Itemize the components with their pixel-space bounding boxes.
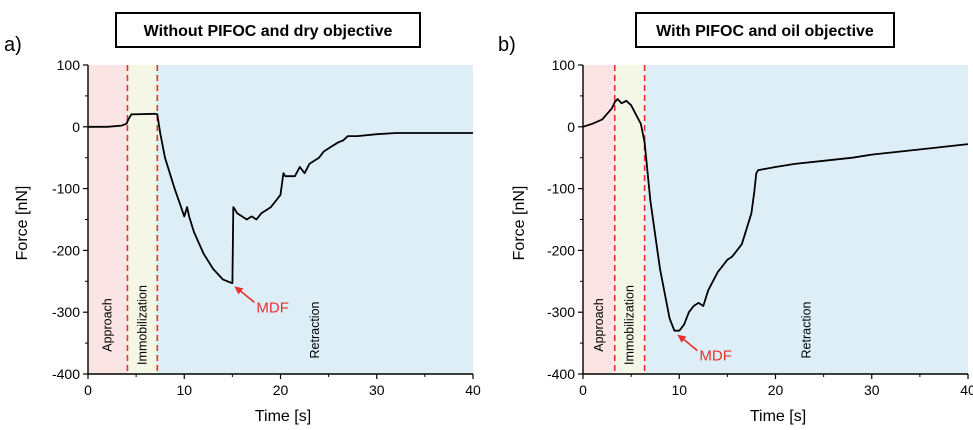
y-tick-label-a-3: -200 [52, 242, 80, 258]
phase-label-approach-a: Approach [101, 298, 115, 352]
force-trace-b [582, 98, 969, 332]
x-tick-label-a-3: 30 [369, 382, 385, 398]
y-tick-label-b-3: -200 [547, 242, 575, 258]
x-tick-label-a-0: 0 [84, 382, 92, 398]
region-approach-a [88, 65, 128, 374]
y-tick-label-b-2: -100 [547, 181, 575, 197]
x-tick-label-a-4: 40 [465, 382, 481, 398]
y-axis-label-a: Force [nN] [14, 186, 31, 261]
y-tick-label-b-4: -300 [547, 304, 575, 320]
y-tick-label-a-0: 100 [57, 57, 81, 73]
x-tick-label-b-2: 20 [768, 382, 784, 398]
x-tick-label-b-0: 0 [579, 382, 587, 398]
phase-label-approach-b: Approach [592, 298, 606, 352]
phase-label-immobilization-b: Immobilization [623, 285, 637, 365]
panel-label-a: a) [4, 34, 22, 56]
y-tick-label-a-5: -400 [52, 366, 80, 382]
mdf-arrowhead-b [677, 334, 687, 343]
x-tick-label-b-1: 10 [671, 382, 687, 398]
force-trace-a [88, 112, 473, 285]
x-tick-label-b-4: 40 [960, 382, 973, 398]
region-retraction-a [157, 65, 474, 374]
plot-area-b: Approach Immobilization Retraction1000-100… [547, 57, 973, 398]
panel-a: a) Without PIFOC and dry objective Appro… [4, 12, 481, 425]
chart-title-b: With PIFOC and oil objective [656, 23, 874, 40]
mdf-label-b: MDF [699, 348, 732, 365]
x-tick-label-a-1: 10 [176, 382, 192, 398]
mdf-label-a: MDF [256, 299, 289, 316]
y-tick-label-a-2: -100 [52, 181, 80, 197]
y-tick-label-a-1: 0 [72, 119, 80, 135]
phase-label-retraction-a: Retraction [308, 301, 322, 358]
chart-title-a: Without PIFOC and dry objective [144, 23, 393, 40]
x-axis-label-a: Time [s] [255, 408, 311, 425]
x-tick-label-a-2: 20 [273, 382, 289, 398]
phase-label-retraction-b: Retraction [799, 301, 813, 358]
mdf-arrowhead-a [234, 286, 244, 295]
region-retraction-b [644, 65, 968, 374]
title-box-b [635, 12, 895, 48]
panel-label-b: b) [498, 34, 516, 56]
y-tick-label-a-4: -300 [52, 304, 80, 320]
region-approach-b [583, 65, 615, 374]
y-axis-label-b: Force [nN] [511, 186, 528, 261]
x-axis-label-b: Time [s] [750, 408, 806, 425]
region-immobilization-b [614, 65, 645, 374]
x-tick-label-b-3: 30 [864, 382, 880, 398]
phase-label-immobilization-a: Immobilization [135, 285, 149, 365]
y-tick-label-b-5: -400 [547, 366, 575, 382]
plot-area-a: Approach Immobilization Retraction1000-100… [52, 57, 481, 398]
region-immobilization-a [127, 65, 158, 374]
y-tick-label-b-0: 100 [552, 57, 576, 73]
title-box-a [115, 12, 421, 48]
panel-b: b) With PIFOC and oil objective Approach… [498, 12, 973, 425]
y-tick-label-b-1: 0 [567, 119, 575, 135]
